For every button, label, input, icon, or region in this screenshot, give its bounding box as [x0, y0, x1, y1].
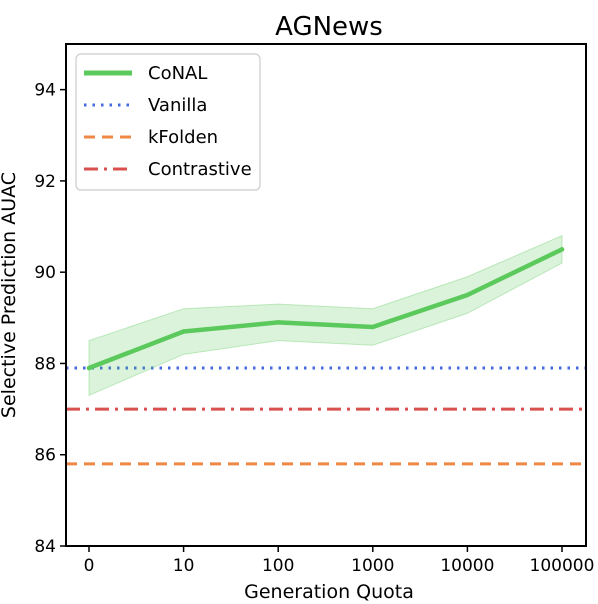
chart-title: AGNews [275, 12, 383, 42]
x-tick-label: 0 [84, 556, 95, 576]
conal-point [370, 324, 375, 330]
plot-area [66, 234, 586, 466]
x-tick-label: 10000 [440, 556, 494, 576]
x-tick-label: 1000 [351, 556, 394, 576]
conal-point [86, 365, 92, 371]
y-tick-label: 94 [34, 81, 56, 101]
legend-label-conal: CoNAL [148, 63, 207, 84]
y-axis-title: Selective Prediction AUAC [0, 172, 20, 418]
conal-point [465, 292, 470, 298]
x-axis: 0 10 100 1000 10000 100000 [84, 546, 595, 576]
conal-point [181, 329, 186, 334]
legend-label-contrastive: Contrastive [148, 159, 252, 180]
x-tick-label: 100000 [530, 556, 595, 576]
y-tick-label: 84 [34, 537, 56, 557]
conal-confidence-band [88, 234, 563, 397]
y-tick-label: 88 [34, 354, 56, 374]
legend-box [75, 53, 261, 191]
x-tick-label: 10 [173, 556, 195, 576]
legend-label-vanilla: Vanilla [148, 95, 207, 116]
x-axis-title: Generation Quota [244, 581, 414, 603]
plot-frame [65, 43, 587, 547]
legend-label-kfolden: kFolden [148, 127, 218, 148]
legend: CoNAL Vanilla kFolden Contrastive [75, 53, 261, 191]
y-axis: 84 86 88 90 92 94 [34, 81, 66, 557]
conal-line [86, 247, 565, 371]
y-tick-label: 86 [34, 446, 56, 466]
y-tick-label: 90 [34, 263, 56, 283]
y-tick-label: 92 [34, 172, 56, 192]
conal-point [276, 320, 281, 325]
x-tick-label: 100 [262, 556, 294, 576]
conal-point [559, 247, 565, 252]
